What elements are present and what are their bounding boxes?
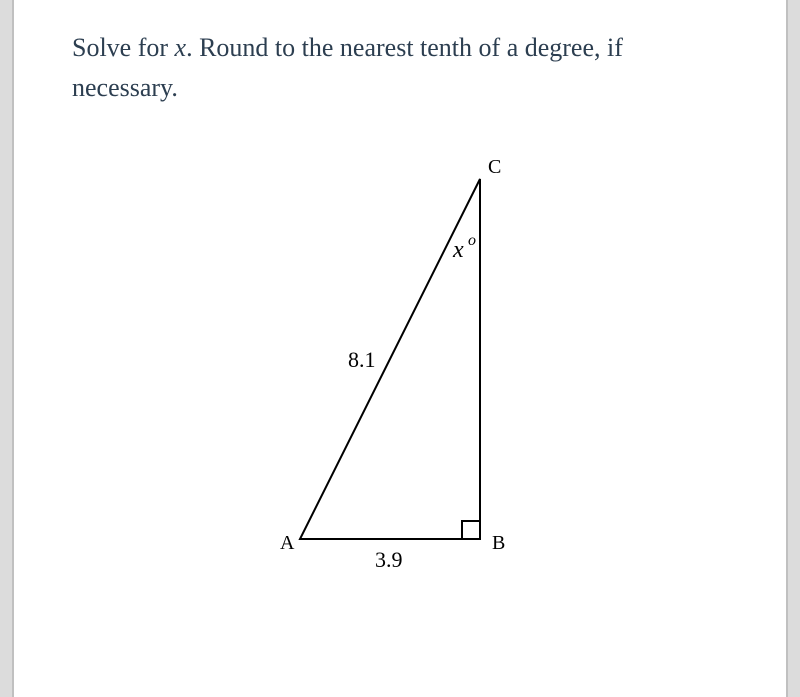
angle-degree-symbol: o — [468, 232, 476, 249]
base-label: 3.9 — [375, 547, 403, 572]
hypotenuse-label: 8.1 — [348, 347, 376, 372]
right-border — [786, 0, 788, 697]
left-border — [12, 0, 14, 697]
figure-container: A B C 8.1 3.9 x o — [72, 149, 728, 589]
problem-statement: Solve for x. Round to the nearest tenth … — [72, 28, 728, 109]
problem-variable: x — [175, 33, 187, 62]
triangle-shape — [300, 179, 480, 539]
vertex-b-label: B — [492, 532, 505, 554]
problem-prefix: Solve for — [72, 33, 175, 62]
vertex-a-label: A — [280, 532, 295, 554]
right-angle-marker — [462, 521, 480, 539]
vertex-c-label: C — [488, 156, 501, 178]
content-area: Solve for x. Round to the nearest tenth … — [12, 0, 788, 609]
triangle-figure: A B C 8.1 3.9 x o — [220, 149, 580, 589]
angle-variable: x — [452, 237, 464, 263]
page-container: Solve for x. Round to the nearest tenth … — [0, 0, 800, 697]
